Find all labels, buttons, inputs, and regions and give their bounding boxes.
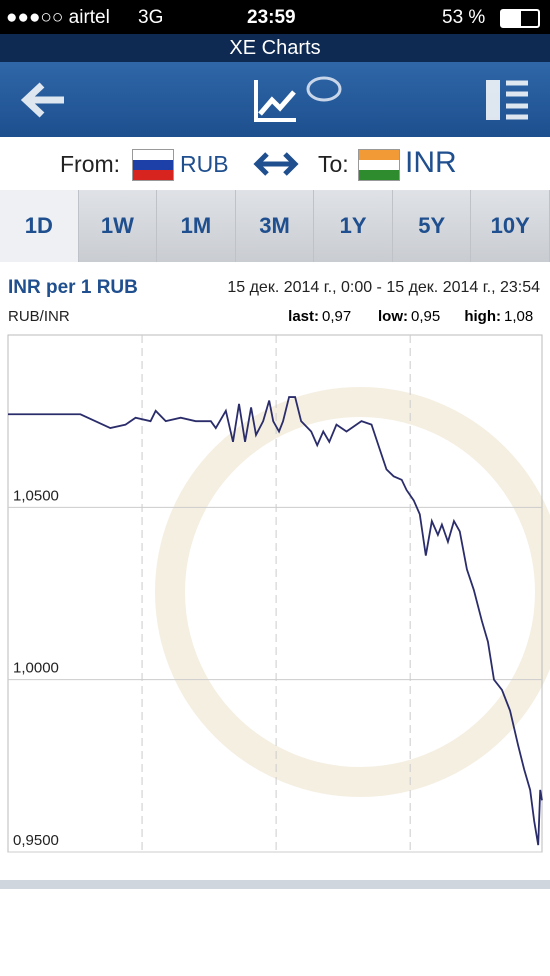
menu-button[interactable] <box>484 78 530 122</box>
status-bar: ●●●○○ airtel 3G 23:59 53 % <box>0 0 550 34</box>
y-tick-label-bg <box>10 830 72 850</box>
last-value: 0,97 <box>322 308 351 325</box>
battery-icon <box>500 9 540 28</box>
range-tab[interactable]: 1Y <box>314 190 393 262</box>
pair-label: RUB/INR <box>8 308 70 325</box>
range-tab[interactable]: 1D <box>0 190 79 262</box>
high-value: 1,08 <box>504 308 533 325</box>
battery-percent: 53 % <box>442 7 486 28</box>
app-title: XE Charts <box>229 37 321 59</box>
toolbar <box>0 62 550 137</box>
y-tick-label: 0,9500 <box>13 832 59 849</box>
range-tab[interactable]: 5Y <box>392 190 472 262</box>
y-tick-label-bg <box>10 657 72 678</box>
currency-selector: From: RUB To: INR <box>0 137 550 190</box>
bottom-divider <box>0 880 550 889</box>
chart: INR per 1 RUB 15 дек. 2014 г., 0:00 - 15… <box>0 277 550 889</box>
y-tick-label: 1,0500 <box>13 487 59 504</box>
swap-button[interactable] <box>253 150 299 178</box>
range-tab[interactable]: 1W <box>78 190 158 262</box>
carrier: ●●●○○ airtel <box>6 7 110 28</box>
from-label: From: <box>60 151 121 177</box>
inr-flag[interactable] <box>358 149 400 181</box>
chart-title: INR per 1 RUB <box>8 277 138 298</box>
title-bar: XE Charts <box>0 34 550 62</box>
y-tick-label: 1,0000 <box>13 660 59 677</box>
low-label: low: <box>378 308 408 325</box>
low-value: 0,95 <box>411 308 440 325</box>
chart-subtitle: 15 дек. 2014 г., 0:00 - 15 дек. 2014 г.,… <box>227 279 540 296</box>
to-label: To: <box>318 151 349 177</box>
network: 3G <box>138 7 164 28</box>
watermark <box>155 387 550 797</box>
last-label: last: <box>288 308 319 325</box>
y-tick-label-bg <box>10 485 72 506</box>
back-button[interactable] <box>20 80 68 120</box>
rub-flag[interactable] <box>132 149 174 181</box>
charts-icon[interactable] <box>252 76 344 126</box>
range-tab[interactable]: 3M <box>235 190 315 262</box>
range-tabs: 1D 1W 1M 3M 1Y 5Y 10Y <box>0 190 550 262</box>
range-tab[interactable]: 1M <box>157 190 236 262</box>
clock: 23:59 <box>247 7 296 28</box>
high-label: high: <box>464 308 501 325</box>
from-currency[interactable]: RUB <box>180 151 229 177</box>
price-line <box>8 396 543 846</box>
range-tab[interactable]: 10Y <box>471 190 550 262</box>
to-currency[interactable]: INR <box>405 146 457 179</box>
